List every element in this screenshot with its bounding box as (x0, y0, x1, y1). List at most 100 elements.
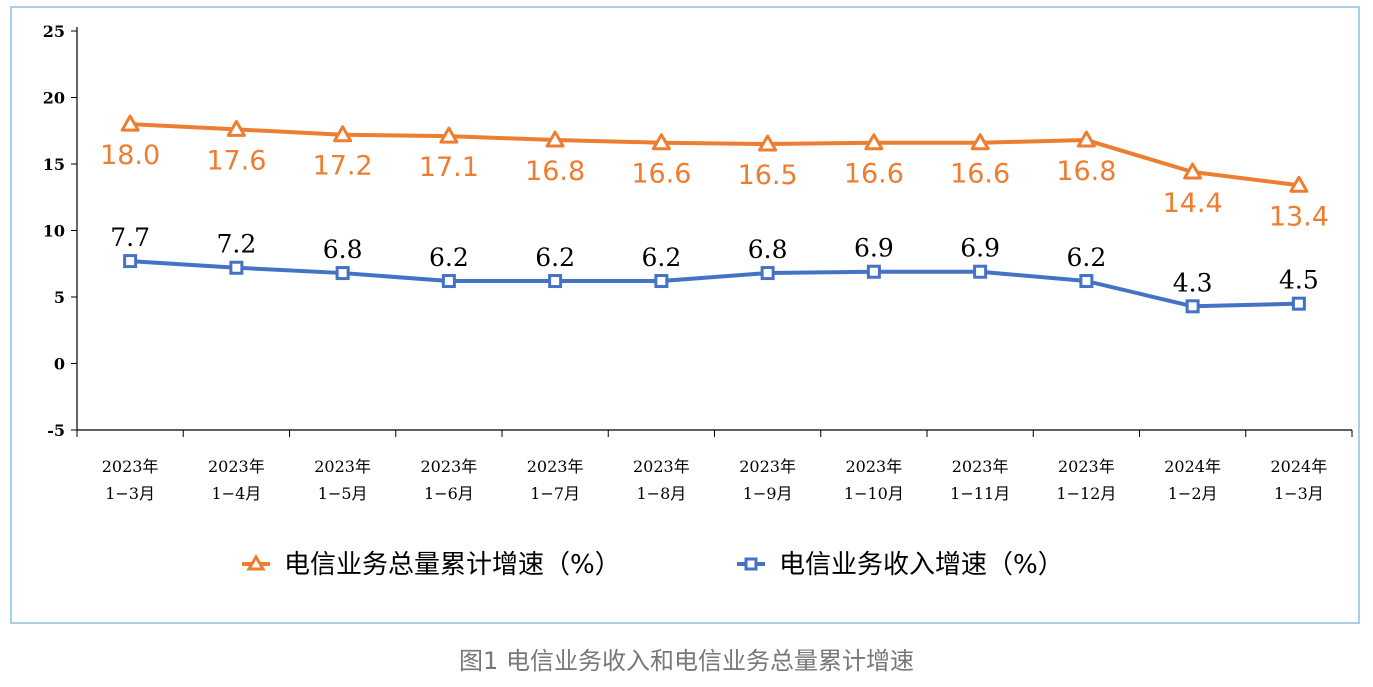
y-tick-label: 10 (43, 222, 65, 241)
x-tick-label: 2023年 1−9月 (739, 457, 796, 503)
x-tick-label-year: 2024年 (1271, 457, 1328, 476)
triangle-marker (970, 133, 990, 151)
y-tick-label: 25 (43, 22, 65, 41)
data-label: 16.8 (525, 156, 585, 187)
x-tick-label-months: 1−6月 (424, 484, 474, 503)
square-marker (1291, 296, 1306, 311)
data-label: 16.6 (844, 159, 904, 190)
x-tick-label-year: 2023年 (527, 457, 584, 476)
x-tick-label-months: 1−11月 (950, 484, 1010, 503)
x-tick-label: 2024年 1−3月 (1271, 457, 1328, 503)
square-marker (973, 264, 988, 279)
chart-frame: 25 20 15 10 5 0 -5 2023年 1−3月 2023年 1−4月 2023年 1−5月 2… (10, 6, 1360, 624)
figure-caption: 图1 电信业务收入和电信业务总量累计增速 (459, 647, 914, 675)
data-label: 6.2 (429, 243, 469, 272)
legend-label: 电信业务总量累计增速（%） (284, 550, 621, 580)
y-tick-label: 15 (43, 155, 65, 174)
series-lines (130, 122, 1300, 309)
x-tick-label: 2023年 1−6月 (421, 457, 478, 503)
data-label: 17.6 (206, 145, 266, 176)
x-tick-label: 2023年 1−12月 (1056, 457, 1116, 503)
data-label: 6.2 (641, 243, 681, 272)
data-label: 4.5 (1279, 266, 1319, 295)
square-marker (866, 264, 881, 279)
square-marker (1079, 274, 1094, 289)
data-label: 13.4 (1269, 201, 1329, 232)
x-tick-label-year: 2023年 (633, 457, 690, 476)
legend: 电信业务总量累计增速（%） 电信业务收入增速（%） (242, 550, 1064, 580)
data-label: 6.8 (323, 235, 363, 264)
x-tick-label-year: 2023年 (208, 457, 265, 476)
data-label: 17.1 (419, 152, 479, 183)
data-label: 16.5 (738, 160, 798, 191)
data-label: 6.2 (1066, 243, 1106, 272)
x-tick-label: 2023年 1−8月 (633, 457, 690, 503)
data-labels: 18.0 17.6 17.2 17.1 16.8 16.6 16.5 16.6 16.6 16.8… (100, 140, 1329, 297)
x-tick-label-year: 2024年 (1164, 457, 1221, 476)
x-tick-label: 2023年 1−4月 (208, 457, 265, 503)
x-tick-label-months: 1−7月 (530, 484, 580, 503)
x-tick-label-months: 1−2月 (1168, 484, 1218, 503)
x-tick-label-months: 1−12月 (1056, 484, 1116, 503)
x-tick-label: 2023年 1−11月 (950, 457, 1010, 503)
x-tick-label: 2023年 1−5月 (314, 457, 371, 503)
y-tick-label: 20 (43, 89, 65, 108)
x-tick-label: 2023年 1−7月 (527, 457, 584, 503)
x-tick-label-year: 2023年 (952, 457, 1009, 476)
data-label: 17.2 (313, 151, 373, 182)
triangle-marker (1183, 162, 1203, 180)
x-tick-label-year: 2023年 (314, 457, 371, 476)
x-tick-label: 2023年 1−10月 (844, 457, 904, 503)
data-label: 18.0 (100, 140, 160, 171)
x-tick-label: 2023年 1−3月 (102, 457, 159, 503)
y-tick-label: -5 (47, 421, 65, 440)
data-label: 16.6 (950, 159, 1010, 190)
x-tick-label-months: 1−3月 (1274, 484, 1324, 503)
triangle-marker (333, 125, 353, 143)
data-label: 16.8 (1056, 156, 1116, 187)
data-label: 4.3 (1173, 268, 1213, 297)
series-markers (120, 114, 1309, 314)
square-marker (123, 254, 138, 269)
series-line-1 (130, 259, 1299, 309)
square-marker (654, 274, 669, 289)
x-tick-label-year: 2023年 (739, 457, 796, 476)
triangle-marker (651, 133, 671, 151)
legend-triangle-marker (246, 554, 266, 571)
series-line-0 (130, 122, 1300, 188)
data-label: 14.4 (1163, 188, 1223, 219)
square-marker (760, 266, 775, 281)
x-tick-label-months: 1−8月 (636, 484, 686, 503)
square-marker (229, 260, 244, 275)
data-label: 6.9 (960, 234, 1000, 263)
square-marker (335, 266, 350, 281)
x-tick-label-year: 2023年 (421, 457, 478, 476)
x-tick-label: 2024年 1−2月 (1164, 457, 1221, 503)
x-tick-label-months: 1−5月 (318, 484, 368, 503)
x-tick-label-year: 2023年 (102, 457, 159, 476)
data-label: 7.7 (110, 223, 150, 252)
data-label: 16.6 (631, 159, 691, 190)
legend-label: 电信业务收入增速（%） (779, 550, 1064, 580)
triangle-marker (1076, 130, 1096, 148)
triangle-marker (864, 133, 884, 151)
x-tick-label-year: 2023年 (1058, 457, 1115, 476)
legend-square-marker (744, 557, 758, 571)
square-marker (548, 274, 563, 289)
x-tick-label-months: 1−4月 (211, 484, 261, 503)
y-tick-label: 5 (54, 288, 65, 307)
square-marker (1185, 299, 1200, 314)
data-label: 6.8 (748, 235, 788, 264)
triangle-marker (226, 119, 246, 137)
y-tick-label: 0 (54, 355, 65, 374)
triangle-marker (439, 126, 459, 144)
triangle-marker (545, 130, 565, 148)
data-label: 6.2 (535, 243, 575, 272)
triangle-marker (120, 114, 140, 132)
x-tick-label-year: 2023年 (846, 457, 903, 476)
square-marker (441, 274, 456, 289)
data-label: 6.9 (854, 234, 894, 263)
data-label: 7.2 (216, 230, 256, 259)
